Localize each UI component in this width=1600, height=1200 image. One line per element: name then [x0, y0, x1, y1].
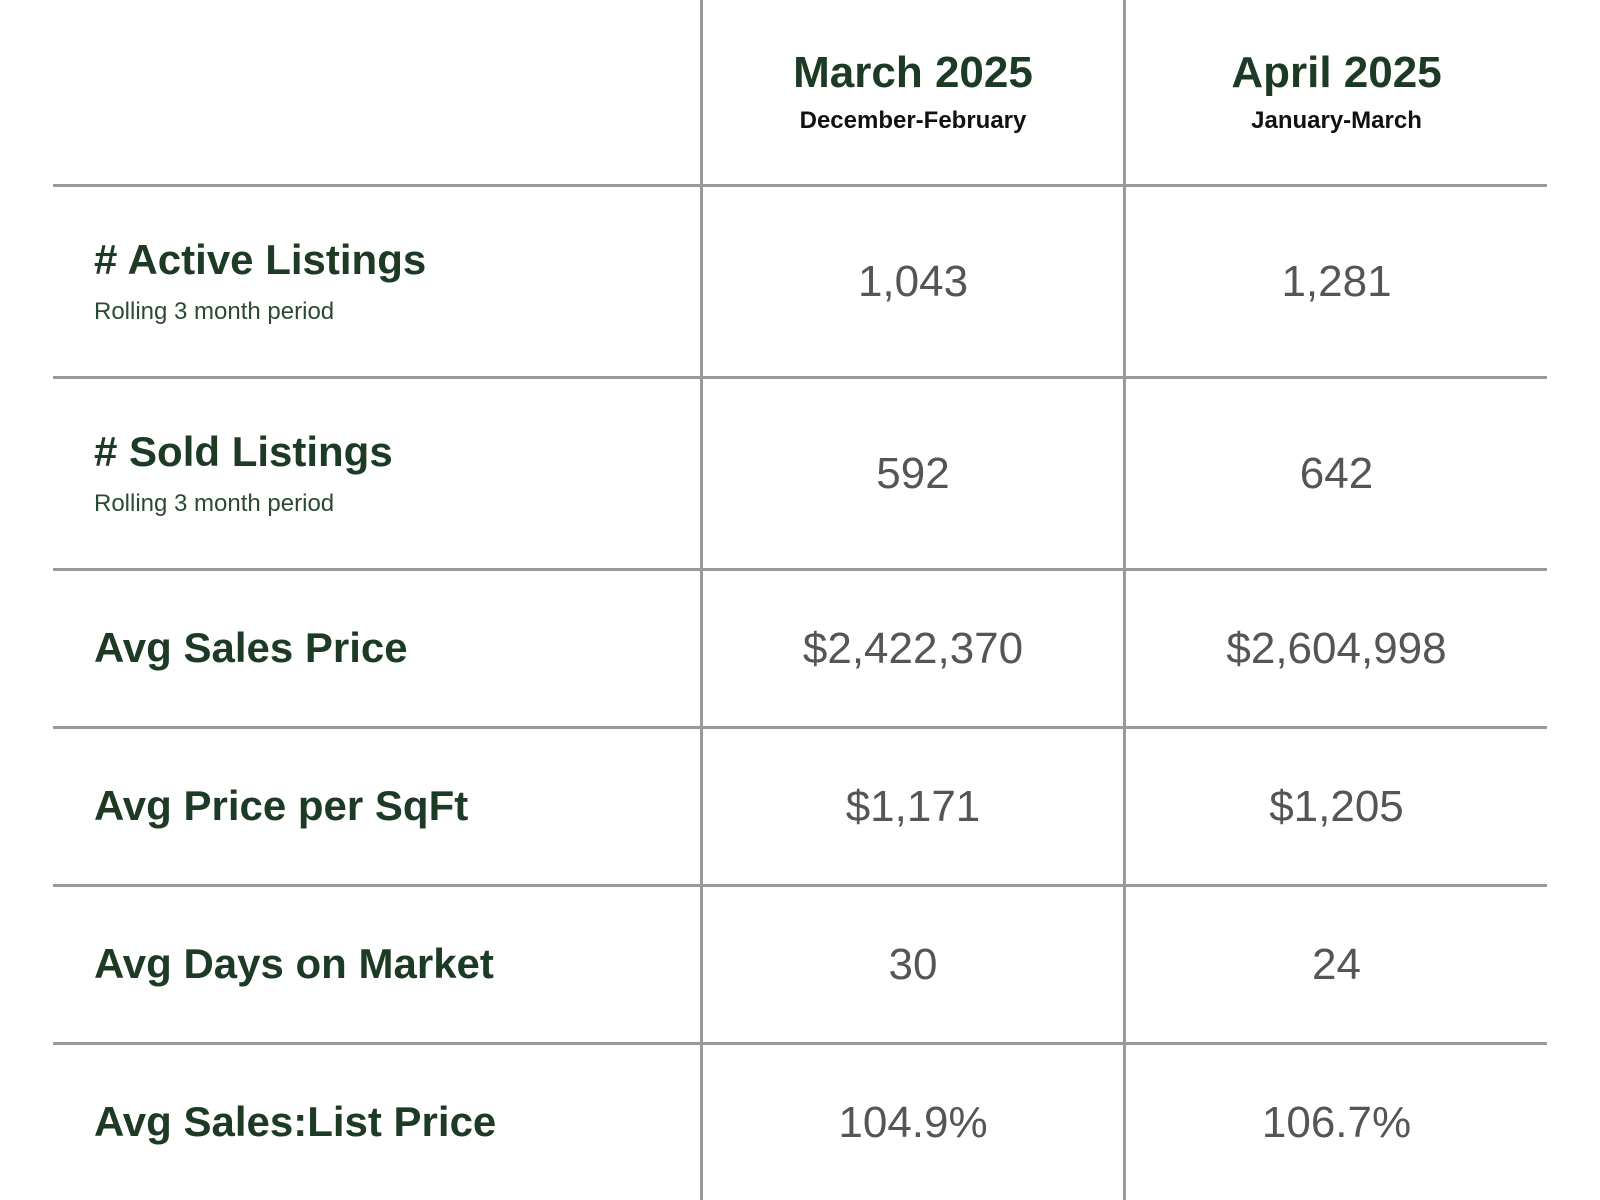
row-label-avg-price-per-sqft: Avg Price per SqFt — [94, 729, 694, 884]
row-divider — [53, 568, 1547, 571]
table-cell: $1,171 — [703, 729, 1123, 884]
cell-value: 1,281 — [1281, 256, 1392, 306]
column-header-march: March 2025 December-February — [703, 0, 1123, 184]
cell-value: $2,604,998 — [1226, 623, 1447, 673]
cell-value: $2,422,370 — [802, 623, 1024, 673]
table-cell: $1,205 — [1126, 729, 1547, 884]
row-title: Avg Sales Price — [94, 624, 408, 672]
table-cell: 24 — [1126, 887, 1547, 1042]
cell-value: $1,171 — [845, 781, 981, 831]
row-label-avg-sales-price: Avg Sales Price — [94, 571, 694, 726]
cell-value: 642 — [1299, 448, 1374, 498]
column-title: March 2025 — [793, 47, 1033, 97]
cell-value: 30 — [888, 939, 938, 989]
table-cell: 1,281 — [1126, 187, 1547, 376]
row-label-active-listings: # Active Listings Rolling 3 month period — [94, 187, 694, 376]
cell-value: 106.7% — [1261, 1097, 1412, 1147]
row-title: # Sold Listings — [94, 428, 393, 476]
table-cell: 30 — [703, 887, 1123, 1042]
column-divider — [1123, 0, 1126, 1200]
row-divider — [53, 884, 1547, 887]
column-divider — [700, 0, 703, 1200]
table-cell: 642 — [1126, 379, 1547, 568]
table-cell: 106.7% — [1126, 1045, 1547, 1200]
cell-value: 24 — [1312, 939, 1361, 989]
row-subtitle: Rolling 3 month period — [94, 489, 335, 517]
cell-value: $1,205 — [1269, 781, 1404, 831]
row-divider — [53, 1042, 1547, 1045]
row-title: # Active Listings — [94, 236, 427, 284]
row-divider — [53, 376, 1547, 379]
column-header-april: April 2025 January-March — [1126, 0, 1547, 184]
table-cell: $2,422,370 — [703, 571, 1123, 726]
row-title: Avg Days on Market — [94, 940, 494, 988]
cell-value: 1,043 — [857, 256, 969, 306]
cell-value: 104.9% — [838, 1097, 988, 1147]
table-cell: 1,043 — [703, 187, 1123, 376]
table-cell: 592 — [703, 379, 1123, 568]
table-cell: $2,604,998 — [1126, 571, 1547, 726]
row-subtitle: Rolling 3 month period — [94, 297, 335, 325]
row-label-avg-days-on-market: Avg Days on Market — [94, 887, 694, 1042]
row-divider — [53, 726, 1547, 729]
row-label-avg-sales-list-price: Avg Sales:List Price — [94, 1045, 694, 1200]
row-divider — [53, 184, 1547, 187]
row-title: Avg Sales:List Price — [94, 1098, 497, 1146]
cell-value: 592 — [876, 448, 950, 498]
row-label-sold-listings: # Sold Listings Rolling 3 month period — [94, 379, 694, 568]
table-cell: 104.9% — [703, 1045, 1123, 1200]
column-subtitle: January-March — [1251, 107, 1422, 135]
column-title: April 2025 — [1231, 47, 1442, 97]
column-subtitle: December-February — [799, 107, 1027, 135]
row-title: Avg Price per SqFt — [94, 782, 469, 830]
